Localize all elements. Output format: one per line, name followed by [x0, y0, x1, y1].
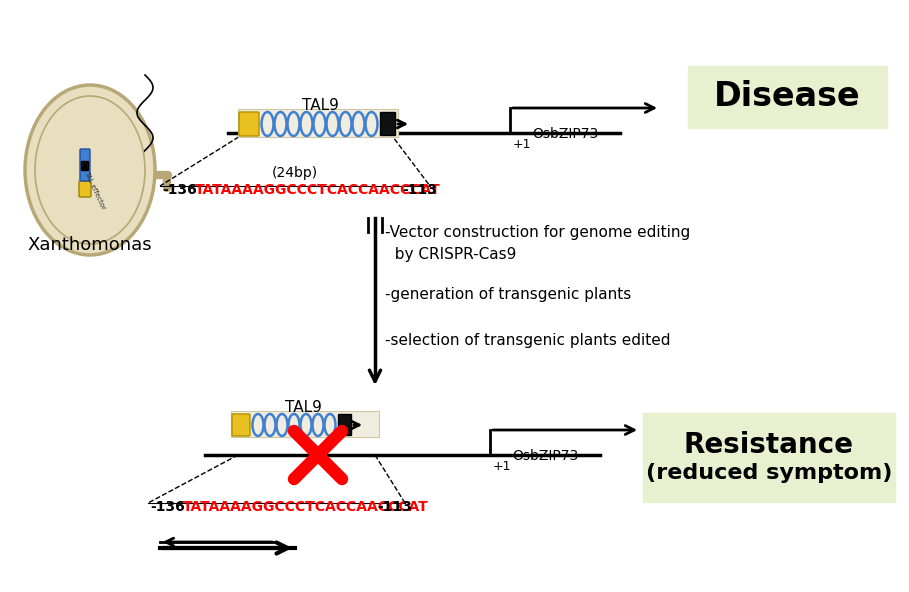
Text: -Vector construction for genome editing: -Vector construction for genome editing	[385, 226, 690, 240]
FancyBboxPatch shape	[239, 112, 259, 136]
Text: TATAAAAGGCCCTCACCAACCCAT: TATAAAAGGCCCTCACCAACCCAT	[183, 500, 429, 514]
Text: -113: -113	[402, 183, 437, 197]
Text: OsbZIP73: OsbZIP73	[512, 449, 578, 463]
Text: -136: -136	[162, 183, 196, 197]
Text: TAL effector: TAL effector	[84, 170, 106, 210]
Text: +1: +1	[493, 461, 512, 474]
Text: TAL9: TAL9	[285, 400, 322, 414]
Text: -generation of transgenic plants: -generation of transgenic plants	[385, 288, 631, 303]
FancyBboxPatch shape	[688, 66, 887, 128]
Text: OsbZIP73: OsbZIP73	[532, 127, 598, 141]
Text: by CRISPR-Cas9: by CRISPR-Cas9	[385, 247, 516, 262]
FancyBboxPatch shape	[643, 413, 895, 502]
FancyBboxPatch shape	[338, 414, 352, 436]
Text: TAL9: TAL9	[302, 98, 338, 112]
Text: Disease: Disease	[714, 81, 861, 114]
FancyBboxPatch shape	[238, 109, 398, 137]
FancyBboxPatch shape	[232, 414, 250, 436]
Text: Xanthomonas: Xanthomonas	[27, 236, 153, 254]
Text: -113: -113	[377, 500, 412, 514]
FancyBboxPatch shape	[80, 149, 90, 181]
Ellipse shape	[25, 85, 155, 255]
Text: (reduced symptom): (reduced symptom)	[645, 463, 893, 483]
FancyBboxPatch shape	[231, 411, 379, 437]
Text: -selection of transgenic plants edited: -selection of transgenic plants edited	[385, 333, 671, 348]
Text: -136: -136	[150, 500, 185, 514]
FancyBboxPatch shape	[82, 162, 88, 170]
Text: (24bp): (24bp)	[272, 166, 318, 180]
Text: TATAAAAGGCCCTCACCAACCCAT: TATAAAAGGCCCTCACCAACCCAT	[195, 183, 441, 197]
Ellipse shape	[35, 96, 145, 244]
Text: Resistance: Resistance	[684, 431, 854, 459]
FancyBboxPatch shape	[79, 181, 91, 197]
Text: +1: +1	[513, 139, 532, 152]
FancyBboxPatch shape	[381, 112, 395, 136]
